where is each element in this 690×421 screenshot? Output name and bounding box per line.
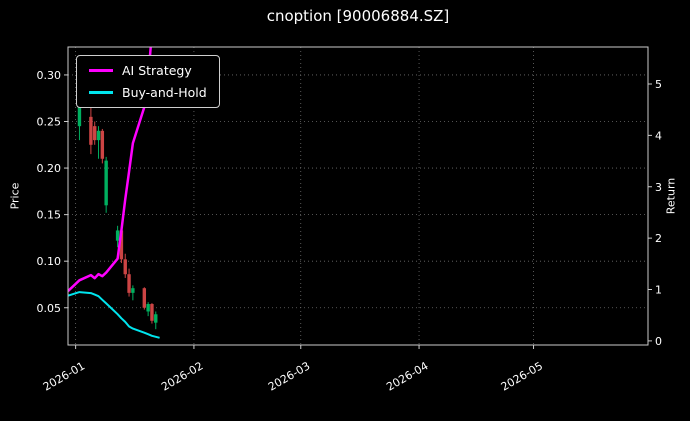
ai-strategy-line-swatch bbox=[89, 69, 113, 72]
axes-frame bbox=[67, 46, 649, 346]
tick-label: 2026-05 bbox=[499, 359, 545, 393]
tick-label: 2026-04 bbox=[384, 359, 430, 393]
tick-label: 3 bbox=[655, 181, 662, 194]
candle-up bbox=[115, 230, 120, 241]
ai-strategy-line bbox=[68, 47, 152, 293]
tick-label: 5 bbox=[655, 78, 662, 91]
candle-down bbox=[150, 304, 154, 321]
tick-label: 0.05 bbox=[37, 302, 62, 315]
legend-label-ai-strategy: AI Strategy bbox=[122, 63, 192, 78]
tick-label: 0.25 bbox=[37, 116, 62, 129]
frame bbox=[67, 46, 649, 346]
candle-down bbox=[127, 274, 131, 293]
tick-label: 2 bbox=[655, 232, 662, 245]
candle-down bbox=[93, 126, 97, 141]
tick-label: 2026-02 bbox=[159, 359, 205, 393]
tick-label: 0.30 bbox=[37, 69, 62, 82]
tick-label: 0.15 bbox=[37, 209, 62, 222]
series-lines bbox=[68, 47, 160, 339]
candle-up bbox=[131, 288, 135, 293]
candle-down bbox=[119, 230, 124, 260]
candlesticks bbox=[77, 74, 158, 330]
tick-label: 2026-03 bbox=[266, 359, 312, 393]
candle-down bbox=[89, 116, 93, 145]
tick-label: 4 bbox=[655, 129, 662, 142]
buy-and-hold-line-swatch bbox=[89, 91, 113, 94]
legend-label-buy-and-hold: Buy-and-Hold bbox=[122, 85, 207, 100]
tick-label: 1 bbox=[655, 284, 662, 297]
candle-up bbox=[146, 304, 150, 312]
buy-and-hold-line bbox=[68, 291, 160, 339]
legend: AI Strategy Buy-and-Hold bbox=[76, 55, 220, 108]
candle-down bbox=[123, 259, 127, 275]
right-axis-label: Return bbox=[664, 177, 678, 215]
tick-label: 2026-01 bbox=[41, 359, 87, 393]
candle-up bbox=[96, 130, 101, 141]
candle-up bbox=[104, 160, 108, 206]
legend-item-buy-and-hold: Buy-and-Hold bbox=[89, 85, 207, 100]
tick-label: 0.10 bbox=[37, 255, 62, 268]
tick-label: 0.20 bbox=[37, 162, 62, 175]
candle-up bbox=[154, 314, 158, 323]
left-axis-label: Price bbox=[8, 182, 22, 210]
legend-item-ai-strategy: AI Strategy bbox=[89, 63, 207, 78]
tick-label: 0 bbox=[655, 335, 662, 348]
candle-down bbox=[142, 288, 147, 308]
chart-title: cnoption [90006884.SZ] bbox=[266, 7, 450, 25]
candle-down bbox=[100, 130, 105, 159]
